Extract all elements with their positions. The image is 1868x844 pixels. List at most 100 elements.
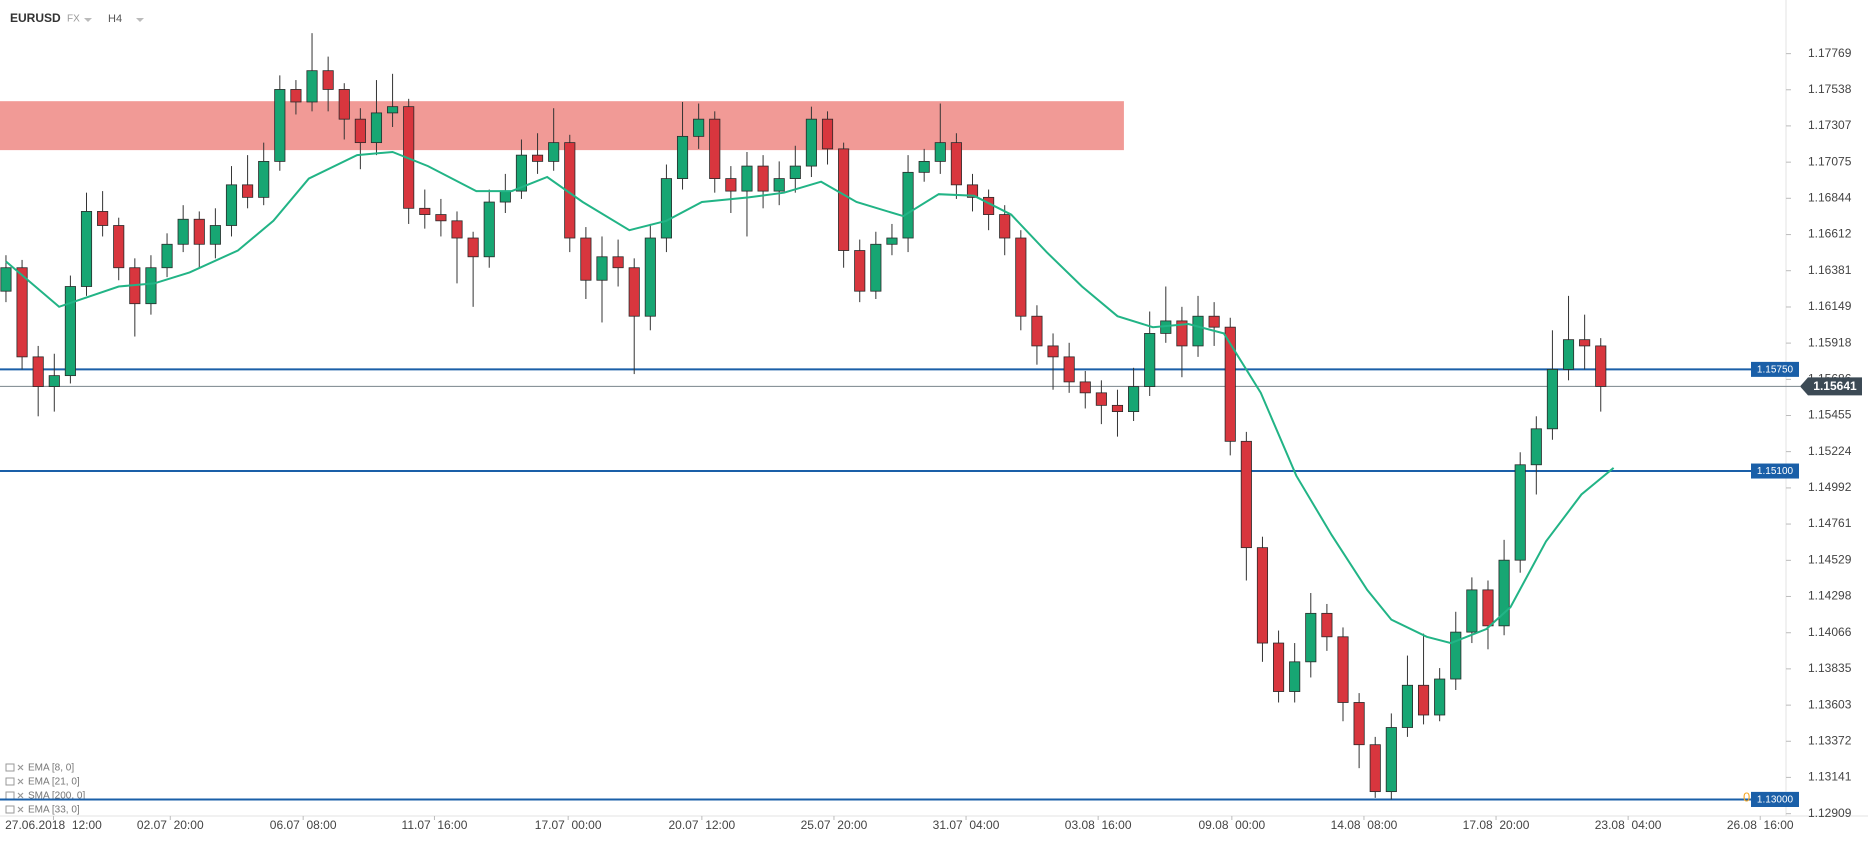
indicator-icon[interactable] (5, 763, 15, 772)
candle-body-down (612, 256, 624, 269)
y-tick-label: 1.13372 (1808, 733, 1852, 747)
indicator-remove[interactable] (17, 806, 24, 813)
candle-body-up (789, 165, 801, 179)
candle-body-up (161, 243, 173, 269)
candle-body-up (1466, 589, 1478, 633)
candle-body-up (1192, 315, 1204, 347)
y-tick-label: 1.15918 (1808, 335, 1852, 349)
x-tick-label: 09.08 00:00 (1198, 818, 1265, 832)
candle-body-down (1579, 339, 1591, 347)
indicator-icon[interactable] (5, 805, 15, 814)
y-tick-label: 1.17075 (1808, 154, 1852, 168)
candle-body-up (387, 106, 399, 114)
candle-body-up (80, 211, 93, 287)
candle-body-down (16, 267, 28, 358)
candle-body-down (338, 89, 350, 120)
candle-body-up (306, 70, 318, 103)
resistance-zone (0, 101, 1124, 151)
candle-body-down (1224, 326, 1236, 442)
level-label: 1.13000 (1757, 795, 1794, 806)
candle-body-up (693, 118, 705, 137)
candle-body-up (773, 178, 785, 192)
candle-body-up (64, 286, 76, 377)
y-tick-label: 1.13141 (1808, 770, 1852, 784)
candle-body-down (1256, 547, 1269, 644)
y-tick-label: 1.13603 (1808, 697, 1852, 711)
y-tick-label: 1.17769 (1808, 46, 1852, 60)
zone-layer (0, 101, 1124, 151)
candle-body-up (1305, 612, 1317, 663)
candle-body-up (886, 237, 898, 245)
candle-body-down (242, 184, 254, 198)
candle-body-up (1450, 631, 1462, 680)
x-tick-label: 11.07 16:00 (402, 818, 468, 832)
candle-body-down (419, 207, 431, 215)
candle-body-down (1273, 642, 1285, 692)
indicator-label: EMA [33, 0] (28, 805, 80, 816)
candle-body-up (177, 218, 189, 245)
candle-body-up (145, 267, 157, 305)
candle-body-up (596, 256, 608, 281)
candle-body-up (1289, 661, 1301, 692)
indicator-remove[interactable] (17, 792, 24, 799)
candle-body-down (290, 89, 302, 103)
candle-body-down (1482, 589, 1494, 627)
candle-body-down (1063, 356, 1075, 383)
candle-body-down (1015, 237, 1027, 317)
market[interactable]: FX (67, 14, 80, 25)
candle-body-down (113, 225, 125, 269)
x-tick-label: 17.07 00:00 (535, 818, 602, 832)
candle-body-up (1128, 386, 1140, 413)
indicator-icon[interactable] (5, 777, 15, 786)
candle-body-up (1514, 464, 1526, 561)
indicator-remove[interactable] (17, 778, 24, 785)
candle-body-down (451, 220, 463, 239)
x-tick-label: 27.06.2018 12:00 (5, 818, 102, 832)
indicator-label: SMA [200, 0] (28, 791, 85, 802)
timeframe[interactable]: H4 (108, 13, 122, 25)
y-tick-label: 1.14529 (1808, 552, 1852, 566)
symbol[interactable]: EURUSD (10, 11, 61, 25)
candle-body-up (209, 225, 221, 245)
y-tick-label: 1.17307 (1808, 118, 1852, 132)
candle-body-up (918, 160, 930, 173)
candle-body-up (0, 267, 12, 292)
current-price-box (1800, 377, 1862, 396)
y-tick-label: 1.16381 (1808, 263, 1852, 277)
y-tick-label: 1.16612 (1808, 227, 1852, 241)
ema-line (5, 150, 1615, 645)
y-tick-label: 1.13835 (1808, 661, 1852, 675)
candle-body-down (467, 237, 479, 258)
indicator-icon[interactable] (5, 791, 15, 800)
dropdown-caret[interactable] (84, 18, 92, 22)
y-tick-label: 1.16844 (1808, 190, 1852, 204)
candle-body-down (1337, 636, 1349, 703)
candle-body-down (532, 154, 544, 162)
candle-body-down (1595, 345, 1607, 387)
candle-body-down (1321, 612, 1333, 638)
current-price-label: 1.15641 (1813, 379, 1857, 393)
x-tick-label: 23.08 04:00 (1595, 818, 1662, 832)
candle-body-down (97, 211, 109, 226)
candle-body-down (1208, 315, 1220, 328)
level-label-box (1751, 463, 1799, 479)
y-tick-label: 1.16149 (1808, 299, 1852, 313)
indicator-remove[interactable] (17, 764, 24, 771)
candle-body-down (628, 267, 640, 317)
x-tick-label: 25.07 20:00 (801, 818, 868, 832)
candle-body-up (676, 135, 689, 179)
candle-body-down (193, 218, 205, 245)
candle-body-up (805, 118, 817, 167)
dropdown-caret[interactable] (136, 18, 144, 22)
candle-body-up (1498, 559, 1510, 627)
y-tick-label: 1.17538 (1808, 82, 1852, 96)
candle-body-down (1353, 702, 1365, 746)
candle-body-down (757, 165, 769, 192)
candle-body-down (821, 118, 834, 150)
candle-body-up (370, 112, 383, 144)
candle-body-up (1434, 678, 1446, 716)
y-tick-label: 1.14992 (1808, 480, 1852, 494)
candle-body-down (1240, 440, 1252, 549)
level-label-box (1751, 791, 1799, 807)
